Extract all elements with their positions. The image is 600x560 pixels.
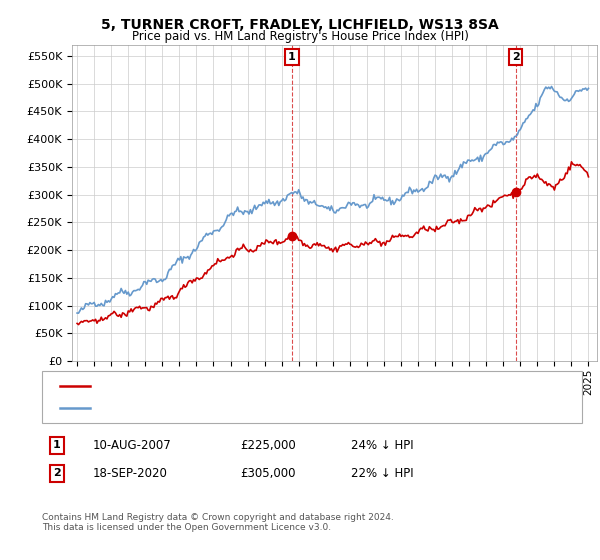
Text: £225,000: £225,000: [240, 438, 296, 452]
Text: £305,000: £305,000: [240, 466, 296, 480]
Text: 2: 2: [512, 52, 520, 62]
Text: 1: 1: [288, 52, 296, 62]
Text: 18-SEP-2020: 18-SEP-2020: [93, 466, 168, 480]
Text: HPI: Average price, detached house, Lichfield: HPI: Average price, detached house, Lich…: [99, 403, 336, 413]
Text: 10-AUG-2007: 10-AUG-2007: [93, 438, 172, 452]
Text: 22% ↓ HPI: 22% ↓ HPI: [351, 466, 413, 480]
Text: 2: 2: [53, 468, 61, 478]
Text: 1: 1: [53, 440, 61, 450]
Text: 5, TURNER CROFT, FRADLEY, LICHFIELD, WS13 8SA: 5, TURNER CROFT, FRADLEY, LICHFIELD, WS1…: [101, 18, 499, 32]
Text: Contains HM Land Registry data © Crown copyright and database right 2024.: Contains HM Land Registry data © Crown c…: [42, 513, 394, 522]
Text: This data is licensed under the Open Government Licence v3.0.: This data is licensed under the Open Gov…: [42, 523, 331, 532]
Text: 5, TURNER CROFT, FRADLEY, LICHFIELD, WS13 8SA (detached house): 5, TURNER CROFT, FRADLEY, LICHFIELD, WS1…: [99, 381, 461, 391]
Text: 24% ↓ HPI: 24% ↓ HPI: [351, 438, 413, 452]
Text: Price paid vs. HM Land Registry's House Price Index (HPI): Price paid vs. HM Land Registry's House …: [131, 30, 469, 43]
